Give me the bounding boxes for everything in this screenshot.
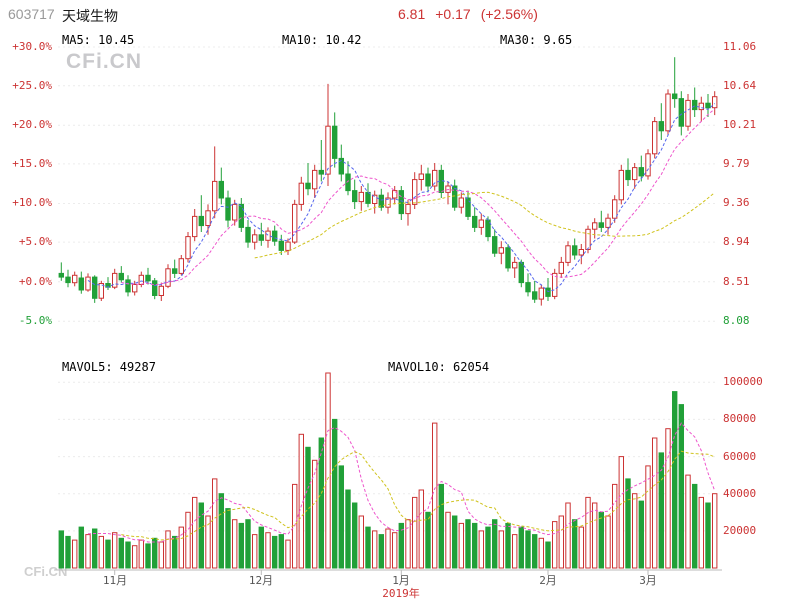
stock-code: 603717 [8,6,55,22]
ma5-label: MA5: 10.45 [62,33,135,47]
price-quote: 6.81 +0.17 (+2.56%) [398,6,548,22]
x-axis-month-label: 1月 [392,574,410,587]
y-axis-price-label: 8.94 [723,235,750,248]
y-axis-price-label: 11.06 [723,40,757,53]
header: 603717 天域生物 6.81 +0.17 (+2.56%) [0,6,800,26]
y-axis-price-label: 10.64 [723,79,757,92]
ma30-label: MA30: 9.65 [500,33,573,47]
y-axis-volume-label: 100000 [723,375,763,388]
ma10-label: MA10: 10.42 [282,33,362,47]
y-axis-price-label: 9.79 [723,157,750,170]
y-axis-volume-label: 80000 [723,412,757,425]
cfi-corner-watermark: CFi.CN [24,564,68,579]
y-axis-pct-label: +20.0% [12,118,52,131]
y-axis-price-label: 8.51 [723,275,750,288]
y-axis-pct-label: -5.0% [18,314,52,327]
y-axis-price-label: 8.08 [723,314,750,327]
stock-name: 天域生物 [62,8,118,24]
y-axis-pct-label: +5.0% [18,235,52,248]
price-change-pct: (+2.56%) [480,6,538,22]
y-axis-volume-label: 60000 [723,450,757,463]
x-axis-year-label: 2019年 [382,587,420,600]
y-axis-volume-label: 40000 [723,487,757,500]
mavol5-label: MAVOL5: 49287 [62,360,156,374]
x-axis-month-label: 11月 [102,574,128,587]
y-axis-volume-label: 20000 [723,524,757,537]
y-axis-price-label: 9.36 [723,196,750,209]
y-axis-price-label: 10.21 [723,118,757,131]
y-axis-pct-label: +30.0% [12,40,52,53]
cfi-watermark: CFi.CN [66,50,142,73]
y-axis-pct-label: +15.0% [12,157,52,170]
x-axis-month-label: 3月 [639,574,657,587]
x-axis-month-label: 2月 [539,574,557,587]
price-change: +0.17 [435,6,471,22]
last-price: 6.81 [398,6,426,22]
y-axis-pct-label: +25.0% [12,79,52,92]
y-axis-pct-label: +0.0% [18,275,52,288]
x-axis-month-label: 12月 [248,574,274,587]
y-axis-pct-label: +10.0% [12,196,52,209]
mavol10-label: MAVOL10: 62054 [388,360,490,374]
